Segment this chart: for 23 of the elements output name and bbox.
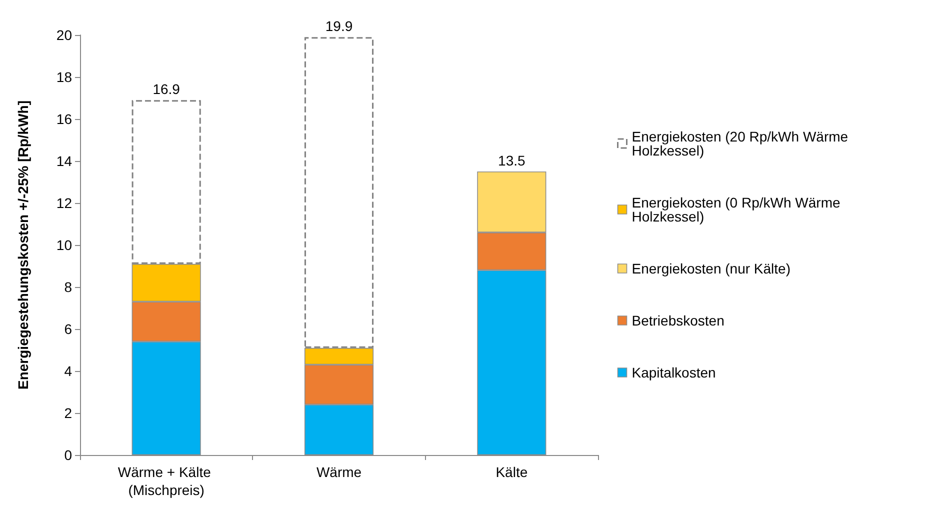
legend-label: Energiekosten (0 Rp/kWh Wärme Holzkessel) [632, 194, 844, 224]
y-tick-label: 8 [64, 279, 72, 295]
y-tick-label: 10 [56, 237, 72, 253]
y-tick-label: 4 [64, 363, 72, 379]
y-tick-label: 12 [56, 195, 72, 211]
legend-label: Energiekosten (nur Kälte) [632, 260, 791, 276]
legend-label: Energiekosten (20 Rp/kWh Wärme Holzkessel) [632, 128, 852, 158]
y-tick-label: 18 [56, 69, 72, 85]
y-tick-label: 0 [64, 447, 72, 463]
legend-label: Betriebskosten [632, 312, 724, 328]
y-tick-label: 20 [56, 27, 72, 43]
x-tick-label: Kälte [496, 464, 528, 480]
total-label: 13.5 [498, 152, 526, 168]
legend-label: Kapitalkosten [632, 364, 716, 380]
x-tick-label: Wärme + Kälte (Mischpreis) [118, 464, 215, 498]
y-axis-title: Energiegestehungskosten +/-25% [Rp/kWh] [15, 100, 31, 390]
y-tick-label: 16 [56, 111, 72, 127]
y-tick-label: 14 [56, 153, 72, 169]
total-label: 16.9 [152, 81, 180, 98]
x-tick-label: Wärme [316, 464, 362, 480]
y-tick-label: 2 [64, 405, 72, 421]
total-label: 19.9 [325, 18, 353, 34]
y-tick-label: 6 [64, 321, 72, 337]
